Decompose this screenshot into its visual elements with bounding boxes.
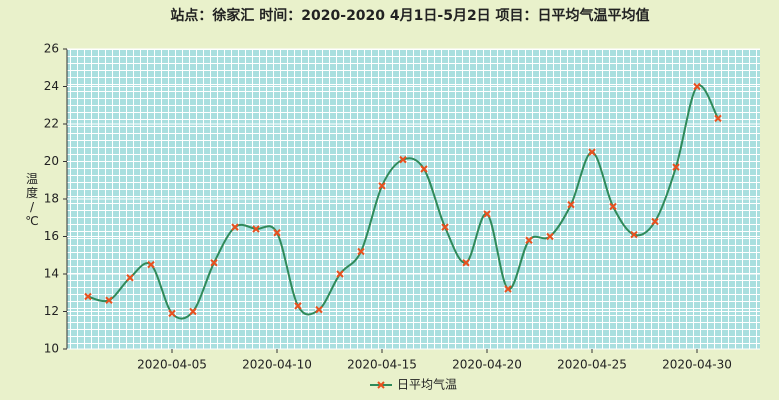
marker [567, 200, 575, 209]
marker [588, 148, 596, 156]
y-tick-label: 26 [44, 42, 59, 56]
marker [210, 259, 218, 267]
x-tick-label: 2020-04-20 [452, 358, 522, 372]
marker [462, 259, 470, 267]
marker [357, 247, 365, 256]
marker [483, 210, 491, 218]
marker [231, 223, 239, 231]
marker [273, 229, 281, 237]
marker [399, 155, 407, 164]
x-tick-label: 2020-04-30 [662, 358, 732, 372]
marker [420, 165, 428, 173]
y-tick-label: 24 [44, 79, 59, 93]
marker [672, 163, 680, 171]
legend-label: 日平均气温 [397, 377, 457, 392]
x-tick-label: 2020-04-05 [137, 358, 207, 372]
y-tick-label: 14 [44, 267, 59, 281]
chart-title: 站点：徐家汇 时间：2020-2020 4月1日-5月2日 项目：日平均气温平均… [170, 7, 649, 24]
marker [504, 285, 512, 293]
marker [336, 270, 344, 278]
marker [693, 82, 701, 91]
y-tick-label: 18 [44, 192, 59, 206]
marker [294, 302, 302, 310]
x-tick-label: 2020-04-10 [242, 358, 312, 372]
x-tick-label: 2020-04-25 [557, 358, 627, 372]
y-tick-label: 20 [44, 154, 59, 168]
marker [630, 230, 638, 239]
marker [105, 296, 113, 304]
marker [714, 114, 722, 123]
marker [651, 217, 659, 226]
x-tick-label: 2020-04-15 [347, 358, 417, 372]
marker [168, 309, 176, 318]
marker [609, 202, 617, 211]
y-tick-label: 12 [44, 304, 59, 318]
marker [189, 307, 197, 316]
y-tick-label: 16 [44, 229, 59, 243]
legend-marker [377, 381, 385, 389]
marker [315, 305, 323, 314]
y-tick-label: 22 [44, 117, 59, 131]
marker [147, 260, 155, 269]
marker [378, 182, 386, 190]
marker [546, 232, 554, 241]
marker [126, 274, 134, 282]
marker [252, 225, 260, 233]
marker [441, 223, 449, 231]
y-axis-label: 温度/℃ [25, 172, 38, 228]
marker [84, 292, 92, 301]
y-tick-label: 10 [44, 342, 59, 356]
marker [525, 236, 533, 244]
